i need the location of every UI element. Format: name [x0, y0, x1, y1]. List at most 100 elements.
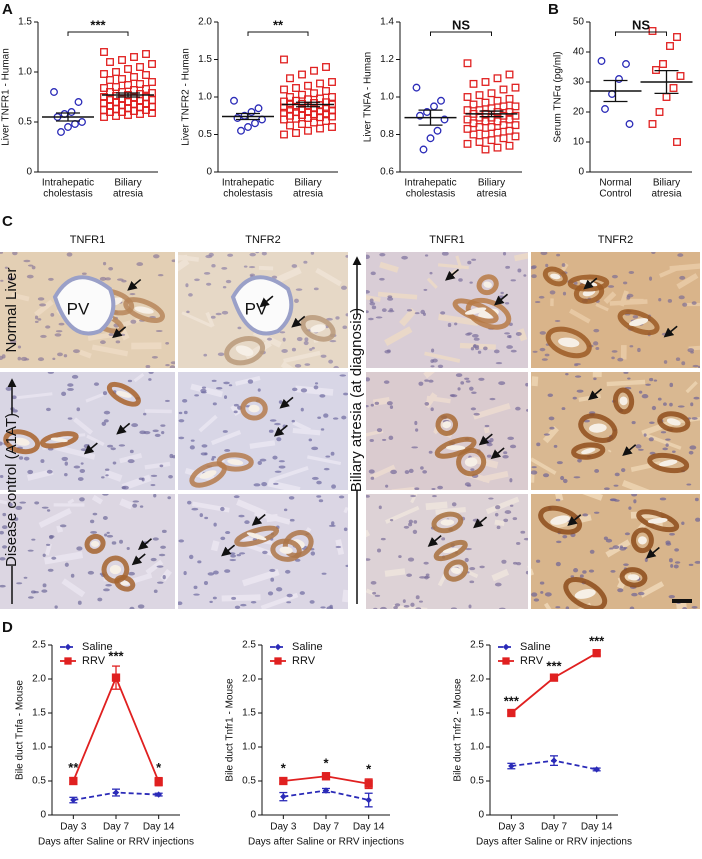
x-tick-label: Day 7 [313, 822, 340, 833]
nucleus [274, 470, 282, 473]
nucleus [320, 354, 327, 358]
nucleus [130, 319, 137, 324]
nucleus [127, 379, 133, 383]
nucleus [406, 573, 412, 577]
fiber [426, 395, 451, 404]
nucleus [274, 422, 281, 426]
nucleus [310, 252, 315, 255]
significance: *** [589, 634, 605, 649]
point [593, 766, 600, 773]
arrow [138, 538, 152, 550]
nucleus [157, 273, 164, 277]
point [328, 123, 336, 131]
nucleus [112, 461, 117, 465]
y-tick-label: 0 [478, 810, 484, 821]
nucleus [688, 450, 694, 455]
nucleus [221, 267, 228, 270]
point [274, 657, 282, 665]
nucleus [345, 564, 348, 568]
nucleus [310, 551, 316, 556]
nucleus [389, 405, 394, 409]
nucleus [200, 452, 207, 456]
fiber [67, 498, 75, 505]
nucleus [380, 606, 387, 609]
nucleus [540, 590, 544, 594]
nucleus [371, 305, 377, 310]
column-header: TNFR1 [429, 234, 464, 246]
nucleus [255, 252, 259, 254]
nucleus [223, 395, 228, 400]
nucleus [132, 500, 140, 503]
point [673, 138, 681, 146]
point [328, 78, 336, 86]
point [655, 108, 664, 116]
nucleus [41, 506, 49, 509]
nucleus [658, 297, 662, 302]
nucleus [573, 281, 578, 285]
nucleus [681, 521, 685, 526]
nucleus [611, 350, 618, 353]
fiber [483, 426, 490, 434]
point [148, 109, 156, 117]
nucleus [368, 469, 375, 474]
fiber [607, 449, 612, 453]
nucleus [64, 461, 68, 466]
nucleus [612, 545, 620, 550]
nucleus [338, 495, 345, 499]
nucleus [311, 346, 315, 350]
point [251, 119, 259, 128]
fiber [210, 540, 220, 552]
nucleus [97, 597, 103, 602]
nucleus [523, 274, 527, 277]
fiber [366, 294, 381, 303]
nucleus [27, 264, 34, 267]
y-tick-label: 1.5 [470, 708, 484, 719]
point [365, 796, 372, 804]
nucleus [288, 496, 295, 500]
nucleus [657, 397, 662, 401]
nucleus [333, 365, 339, 368]
nucleus [132, 503, 138, 508]
nucleus [267, 591, 274, 596]
nucleus [79, 468, 86, 473]
nucleus [101, 476, 105, 479]
nucleus [203, 353, 208, 357]
nucleus [121, 485, 129, 490]
nucleus [539, 581, 545, 585]
nucleus [150, 557, 157, 562]
point [298, 70, 306, 79]
nucleus [105, 474, 109, 477]
nucleus [108, 267, 114, 271]
nucleus [483, 346, 488, 351]
nucleus [627, 377, 631, 380]
nucleus [389, 308, 394, 312]
x-tick-label: cholestasis [223, 189, 272, 200]
nucleus [555, 498, 561, 502]
nucleus [626, 295, 631, 300]
nucleus [472, 518, 480, 522]
nucleus [366, 404, 369, 408]
y-axis-label: Liver TNFR2 - Human [181, 48, 192, 146]
nucleus [691, 606, 698, 609]
nucleus [244, 520, 250, 525]
nucleus [508, 335, 512, 339]
nucleus [609, 498, 617, 502]
nucleus [520, 530, 526, 534]
nucleus [153, 589, 158, 593]
nucleus [220, 536, 226, 541]
nucleus [55, 330, 63, 333]
nucleus [87, 570, 95, 575]
nucleus [129, 449, 134, 454]
nucleus [366, 377, 371, 382]
point [481, 117, 490, 126]
nucleus [500, 291, 504, 295]
point [304, 114, 312, 122]
nucleus [614, 472, 620, 477]
nucleus [649, 377, 654, 382]
nucleus [374, 594, 381, 597]
nucleus [688, 563, 694, 567]
nucleus [366, 290, 370, 294]
y-tick-label: 2.0 [242, 674, 256, 685]
point [100, 113, 108, 121]
nucleus [148, 372, 154, 374]
